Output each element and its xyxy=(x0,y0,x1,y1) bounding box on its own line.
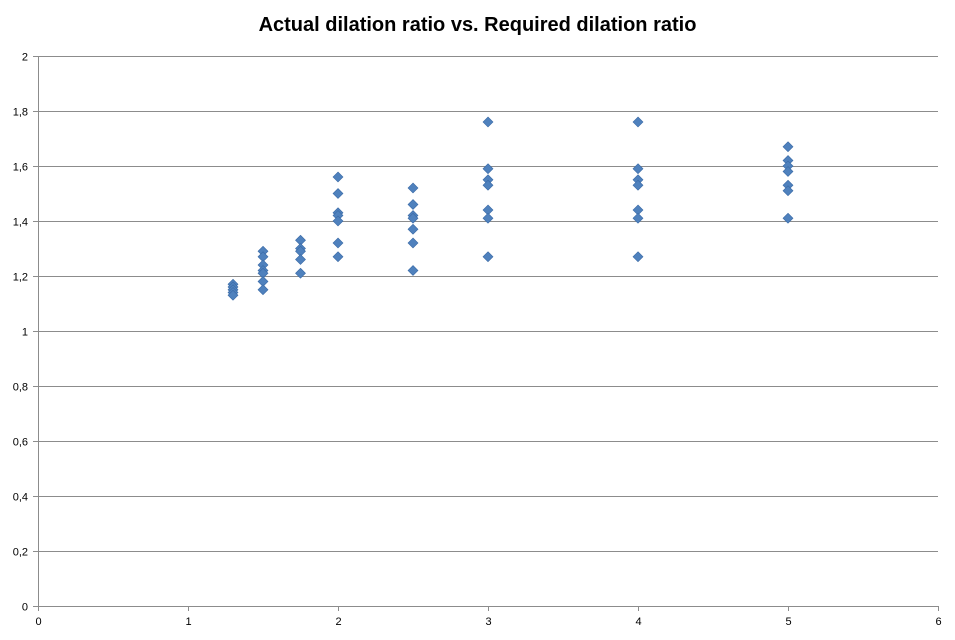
data-point xyxy=(782,141,794,153)
y-tick-label: 1,2 xyxy=(13,272,28,284)
data-point xyxy=(632,116,644,128)
data-point xyxy=(407,199,419,210)
x-tick-label: 5 xyxy=(785,616,791,628)
data-point xyxy=(632,163,644,175)
data-point xyxy=(632,179,644,191)
data-point xyxy=(782,185,794,197)
data-point xyxy=(632,251,644,263)
gridlines xyxy=(38,56,938,552)
data-point xyxy=(782,212,794,224)
chart-title: Actual dilation ratio vs. Required dilat… xyxy=(258,14,697,36)
data-point xyxy=(407,182,419,194)
data-point xyxy=(332,188,344,199)
y-tick-label: 1 xyxy=(22,327,28,339)
y-tick-label: 0 xyxy=(22,602,28,614)
y-tick-label: 0,6 xyxy=(13,437,28,449)
data-point xyxy=(295,267,306,279)
x-tick-label: 3 xyxy=(485,616,491,628)
y-tick-label: 0,4 xyxy=(13,492,28,504)
tick-labels: 0 0,2 0,4 0,6 0,8 1 1,2 1,4 1,6 1,8 2 0 1 2 3 4 5 6 xyxy=(13,52,942,629)
data-point xyxy=(407,237,419,249)
y-tick-label: 0,2 xyxy=(13,547,28,559)
x-tick-label: 4 xyxy=(635,616,641,628)
x-tick-label: 1 xyxy=(185,616,191,628)
y-tick-label: 0,8 xyxy=(13,382,28,394)
data-point xyxy=(632,212,644,224)
data-point xyxy=(782,166,794,177)
data-point xyxy=(407,212,419,224)
y-tick-label: 2 xyxy=(22,52,28,64)
y-tick-label: 1,6 xyxy=(13,162,28,174)
x-tick-label: 2 xyxy=(335,616,341,628)
data-points xyxy=(227,116,794,301)
data-point xyxy=(482,212,494,224)
axes xyxy=(33,56,939,611)
data-point xyxy=(257,284,269,296)
data-point xyxy=(407,265,419,276)
data-point xyxy=(482,116,494,128)
data-point xyxy=(332,171,344,183)
y-tick-label: 1,4 xyxy=(13,217,28,229)
data-point xyxy=(295,254,306,265)
data-point xyxy=(332,251,344,263)
data-point xyxy=(482,163,494,175)
data-point xyxy=(407,223,419,235)
y-tick-label: 1,8 xyxy=(13,107,28,119)
x-tick-label: 0 xyxy=(35,616,41,628)
data-point xyxy=(482,179,494,191)
x-tick-label: 6 xyxy=(935,616,941,628)
data-point xyxy=(227,289,239,301)
data-point xyxy=(332,237,344,249)
data-point xyxy=(332,215,344,227)
data-point xyxy=(482,251,494,263)
